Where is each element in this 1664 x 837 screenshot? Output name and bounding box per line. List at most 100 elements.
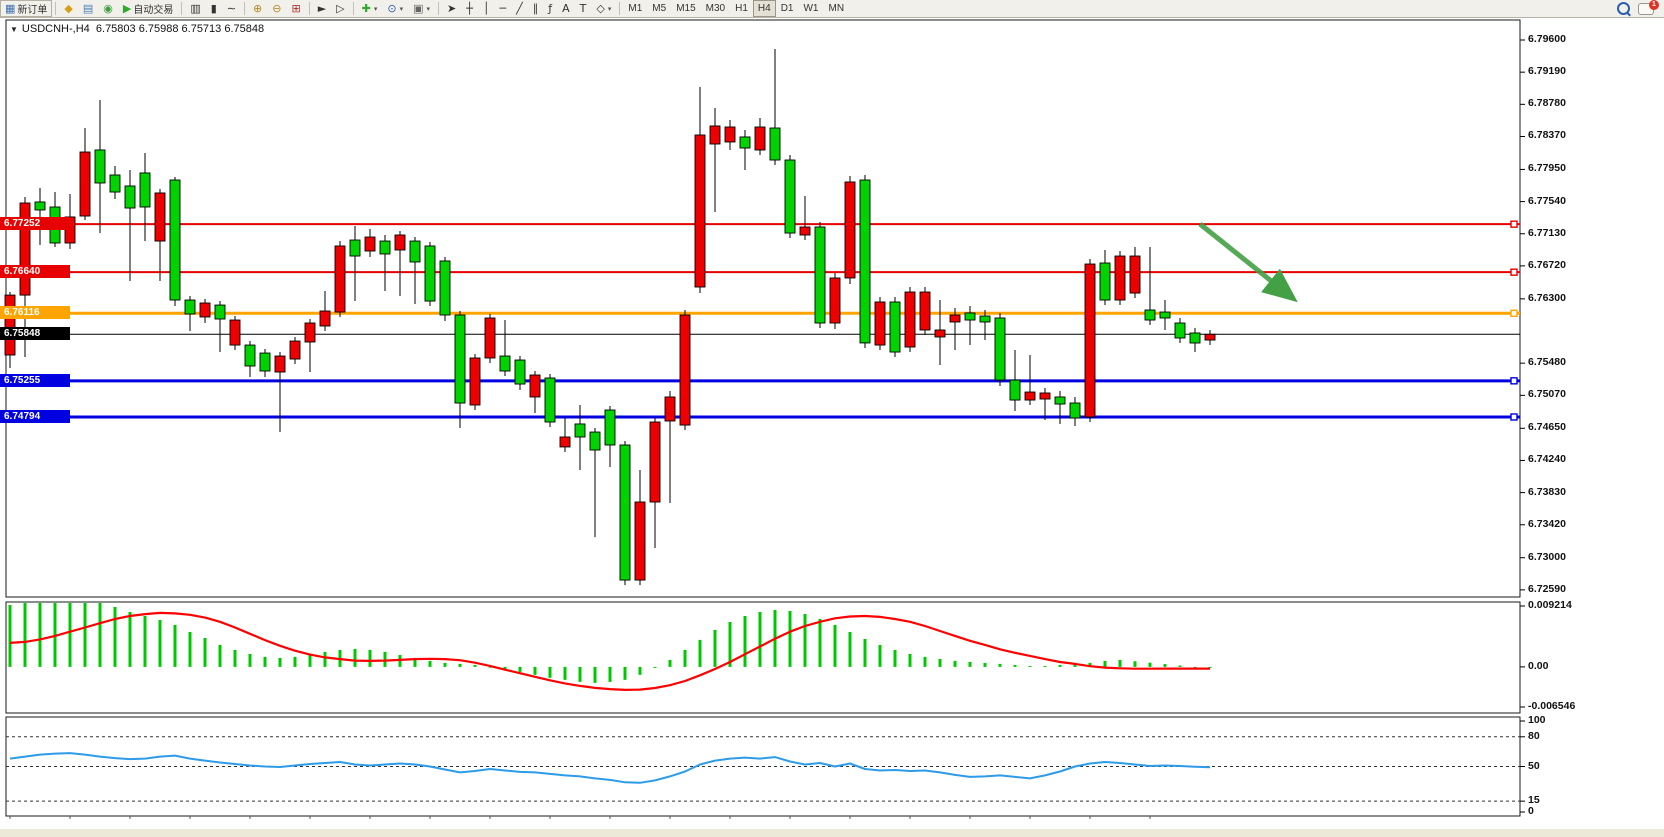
candle-body[interactable] [1204,333,1216,341]
tf-w1-button[interactable]: W1 [798,0,823,17]
candle-body[interactable] [859,179,871,344]
candle-body[interactable] [1114,255,1126,301]
new-order-button[interactable]: ▦ 新订单 [0,0,53,17]
vertical-line-button[interactable]: │ [478,0,495,17]
candle-body[interactable] [379,240,391,255]
candle-body[interactable] [109,174,121,193]
candle-body[interactable] [964,312,976,321]
candle-body[interactable] [334,245,346,313]
candle-body[interactable] [79,151,91,217]
candle-body[interactable] [4,294,16,356]
candle-body[interactable] [769,127,781,161]
candle-body[interactable] [709,125,721,145]
navigator-button[interactable]: ◉ [98,0,118,17]
candle-body[interactable] [784,159,796,234]
candle-body[interactable] [499,355,511,372]
collapse-icon[interactable]: ▼ [10,25,18,34]
candle-body[interactable] [1189,332,1201,344]
arrows-caret-icon[interactable]: ▾ [607,5,612,13]
fibonacci-button[interactable]: ƒ [543,0,557,17]
candle-body[interactable] [904,291,916,348]
candle-body[interactable] [604,409,616,446]
candle-body[interactable] [394,234,406,251]
candle-body[interactable] [799,226,811,236]
candle-body[interactable] [19,202,31,296]
indicators-caret-icon[interactable]: ▾ [373,5,378,13]
candle-body[interactable] [634,501,646,581]
cursor-button[interactable]: ➤ [442,0,461,17]
zoom-in-button[interactable]: ⊕ [248,0,267,17]
candle-body[interactable] [889,301,901,353]
candle-body[interactable] [529,374,541,398]
candle-body[interactable] [574,423,586,438]
tf-m15-button[interactable]: M15 [671,0,700,17]
tf-m1-button[interactable]: M1 [623,0,647,17]
candle-body[interactable] [469,357,481,406]
candle-body[interactable] [949,314,961,323]
candle-body[interactable] [229,319,241,346]
candle-body[interactable] [694,134,706,288]
equidistant-channel-button[interactable]: ∥ [528,0,544,17]
templates-caret-icon[interactable]: ▾ [426,5,431,13]
market-watch-button[interactable]: ◆ [59,0,77,17]
candle-body[interactable] [184,299,196,315]
candle-body[interactable] [349,239,361,257]
line-chart-button[interactable]: ∼ [222,0,241,17]
candle-body[interactable] [829,277,841,324]
candlestick-chart-button[interactable]: ▮ [206,0,222,17]
candle-body[interactable] [484,317,496,359]
search-icon[interactable] [1617,2,1630,15]
candle-body[interactable] [514,359,526,385]
candle-body[interactable] [1009,379,1021,401]
candle-body[interactable] [664,396,676,422]
auto-scroll-button[interactable]: ► [313,0,331,17]
trend-arrow-annotation[interactable] [1198,222,1298,303]
periods-caret-icon[interactable]: ▾ [399,5,404,13]
candle-body[interactable] [679,314,691,426]
candle-body[interactable] [199,302,211,318]
chart-shift-button[interactable]: ▷ [331,0,349,17]
data-window-button[interactable]: ▤ [78,0,98,17]
candle-body[interactable] [289,340,301,360]
chat-icon[interactable]: 1 [1638,0,1659,15]
candle-body[interactable] [34,201,46,211]
templates-button[interactable]: ▣ ▾ [408,0,435,17]
candle-body[interactable] [649,421,661,503]
candle-body[interactable] [994,317,1006,381]
candle-body[interactable] [139,172,151,208]
candle-body[interactable] [739,136,751,149]
tf-d1-button[interactable]: D1 [776,0,799,17]
candle-body[interactable] [1069,402,1081,419]
candle-body[interactable] [1159,311,1171,319]
candle-body[interactable] [304,322,316,343]
candle-body[interactable] [934,329,946,338]
candle-body[interactable] [874,301,886,346]
candle-body[interactable] [724,126,736,143]
chart-plot-area[interactable] [6,20,1520,816]
candle-body[interactable] [814,226,826,324]
candle-body[interactable] [1099,262,1111,301]
candle-body[interactable] [1084,263,1096,418]
arrows-button[interactable]: ◇ ▾ [591,0,616,17]
bar-chart-button[interactable]: ▥ [185,0,205,17]
tf-h4-button[interactable]: H4 [752,0,776,17]
text-button[interactable]: A [557,0,575,17]
candle-body[interactable] [1039,392,1051,400]
zoom-out-button[interactable]: ⊖ [267,0,286,17]
trendline-button[interactable]: ╱ [511,0,528,17]
candle-body[interactable] [454,314,466,404]
candle-body[interactable] [844,181,856,279]
candle-body[interactable] [439,260,451,316]
candle-body[interactable] [364,236,376,252]
auto-trading-button[interactable]: ▶ 自动交易 [118,0,178,17]
candle-body[interactable] [919,291,931,331]
horizontal-line-button[interactable]: ─ [495,0,512,17]
candle-body[interactable] [1024,391,1036,401]
candle-body[interactable] [754,126,766,151]
candle-body[interactable] [1054,396,1066,405]
tf-m5-button[interactable]: M5 [647,0,671,17]
candle-body[interactable] [544,377,556,423]
candle-body[interactable] [319,310,331,327]
tf-mn-button[interactable]: MN [823,0,849,17]
candle-body[interactable] [154,192,166,242]
